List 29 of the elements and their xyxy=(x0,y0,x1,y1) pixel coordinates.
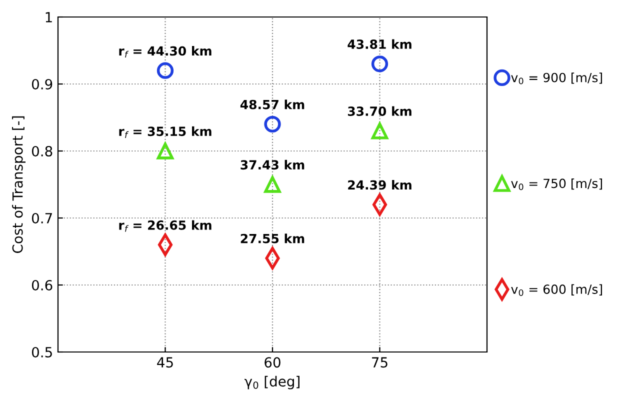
annotation: r$_{f}$ = 35.15 km xyxy=(119,126,212,138)
point xyxy=(264,116,281,133)
x-tick-label: 75 xyxy=(372,357,388,368)
annotation: 24.39 km xyxy=(348,180,412,190)
x-axis-title: γ$_{0}$ [deg] xyxy=(244,376,300,390)
point xyxy=(156,142,174,160)
y-tick-label: 1 xyxy=(46,12,52,22)
annotation: 33.70 km xyxy=(348,106,412,116)
y-tick-label: 0.7 xyxy=(32,212,52,224)
annotation: 48.57 km xyxy=(240,100,304,110)
y-tick-label: 0.9 xyxy=(32,78,52,90)
point xyxy=(371,56,388,72)
legend-label: v$_{0}$ = 750 [m/s] xyxy=(511,178,602,190)
point xyxy=(156,62,174,79)
y-axis-title: Cost of Transport [-] xyxy=(12,116,26,253)
x-tick-label: 60 xyxy=(264,357,280,368)
annotation: r$_{f}$ = 44.30 km xyxy=(119,46,212,58)
y-tick-label: 0.6 xyxy=(32,280,52,290)
legend-label: v$_{0}$ = 900 [m/s] xyxy=(511,72,602,84)
legend-label: v$_{0}$ = 600 [m/s] xyxy=(511,284,602,296)
annotation: 37.43 km xyxy=(240,160,304,170)
point xyxy=(264,176,281,193)
annotation: 43.81 km xyxy=(348,39,412,49)
x-tick-label: 45 xyxy=(157,357,173,368)
y-tick-label: 0.5 xyxy=(32,346,52,358)
annotation: r$_{f}$ = 26.65 km xyxy=(119,220,212,232)
annotation: 27.55 km xyxy=(240,234,304,244)
point xyxy=(371,122,388,140)
y-tick-label: 0.8 xyxy=(32,146,52,156)
